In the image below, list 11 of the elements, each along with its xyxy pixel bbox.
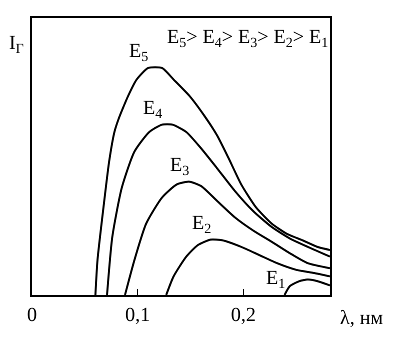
series-label: E$_{1}$	[266, 267, 286, 292]
text: E$_{5}$> E$_{4}$> E$_{3}$> E$_{2}$> E$_{1}$	[167, 26, 328, 52]
series-label: E$_{5}$	[129, 40, 148, 66]
series-label: E$_{3}$	[170, 154, 190, 180]
x-tick-label: 0	[27, 304, 37, 326]
y-axis-title: I$_{Г}$	[9, 32, 24, 58]
x-tick-label: 0,1	[125, 304, 150, 326]
series-label: E$_{2}$	[192, 212, 212, 238]
x-axis-title: λ, нм	[340, 307, 384, 329]
series-label: E$_{4}$	[143, 97, 162, 122]
x-tick-label: 0,2	[230, 304, 256, 326]
